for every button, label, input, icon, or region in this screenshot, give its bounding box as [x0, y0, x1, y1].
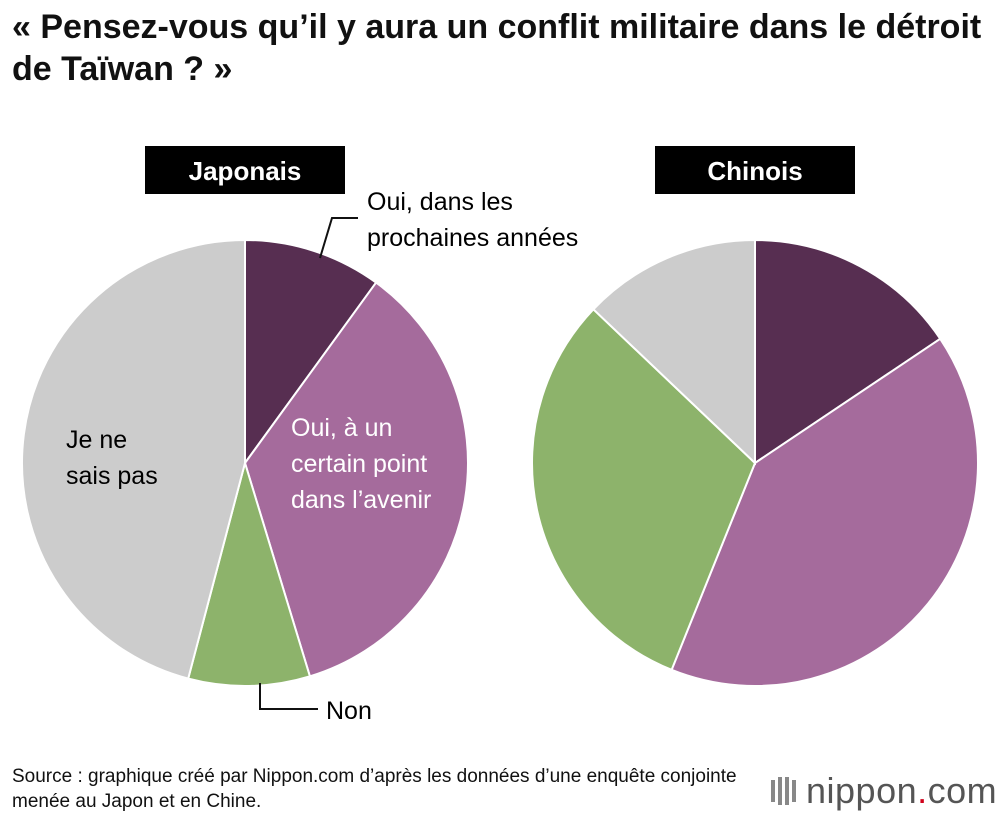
- nippon-logo: nippon.com: [770, 770, 997, 812]
- source-note: Source : graphique créé par Nippon.com d…: [12, 766, 737, 812]
- label-ne-sais-pas: Je ne sais pas: [66, 426, 158, 490]
- pie-slice-non: [531, 307, 757, 672]
- pie-slice-non: [186, 459, 312, 687]
- pie-slice-oui-avenir: [243, 281, 469, 678]
- logo-dot: .: [917, 770, 928, 811]
- pie-title-japonais-text: Japonais: [189, 156, 302, 186]
- pie-title-chinois: Chinois: [655, 146, 855, 194]
- logo-suffix: com: [927, 770, 998, 811]
- label-oui-avenir: Oui, à un certain point dans l’avenir: [291, 414, 431, 514]
- logo-name: nippon: [806, 770, 918, 811]
- pie-slice-oui-prochaines: [754, 238, 942, 465]
- label-non: Non: [326, 697, 372, 725]
- pie-title-japonais-box: [145, 146, 345, 194]
- pie-title-japonais: Japonais: [145, 146, 345, 194]
- pie-charts: Japonais Chinois Oui, dans les prochaines a…: [21, 146, 979, 725]
- pie-slice-ne-sais-pas: [21, 238, 246, 680]
- leader-line-oui-prochaines: [319, 217, 358, 259]
- pie-slice-oui-avenir: [670, 337, 979, 687]
- label-oui-prochaines: Oui, dans les prochaines années: [367, 188, 578, 252]
- pie-slice-oui-prochaines: [244, 238, 378, 467]
- leader-line-non: [259, 683, 318, 710]
- logo-bars-icon: [771, 777, 796, 805]
- pie-japonais: [21, 238, 469, 687]
- pie-slice-ne-sais-pas: [591, 238, 756, 466]
- page-title: « Pensez-vous qu’il y aura un conflit mi…: [12, 8, 982, 88]
- pie-title-chinois-box: [655, 146, 855, 194]
- pie-title-chinois-text: Chinois: [707, 156, 802, 186]
- pie-chinois: [531, 238, 979, 687]
